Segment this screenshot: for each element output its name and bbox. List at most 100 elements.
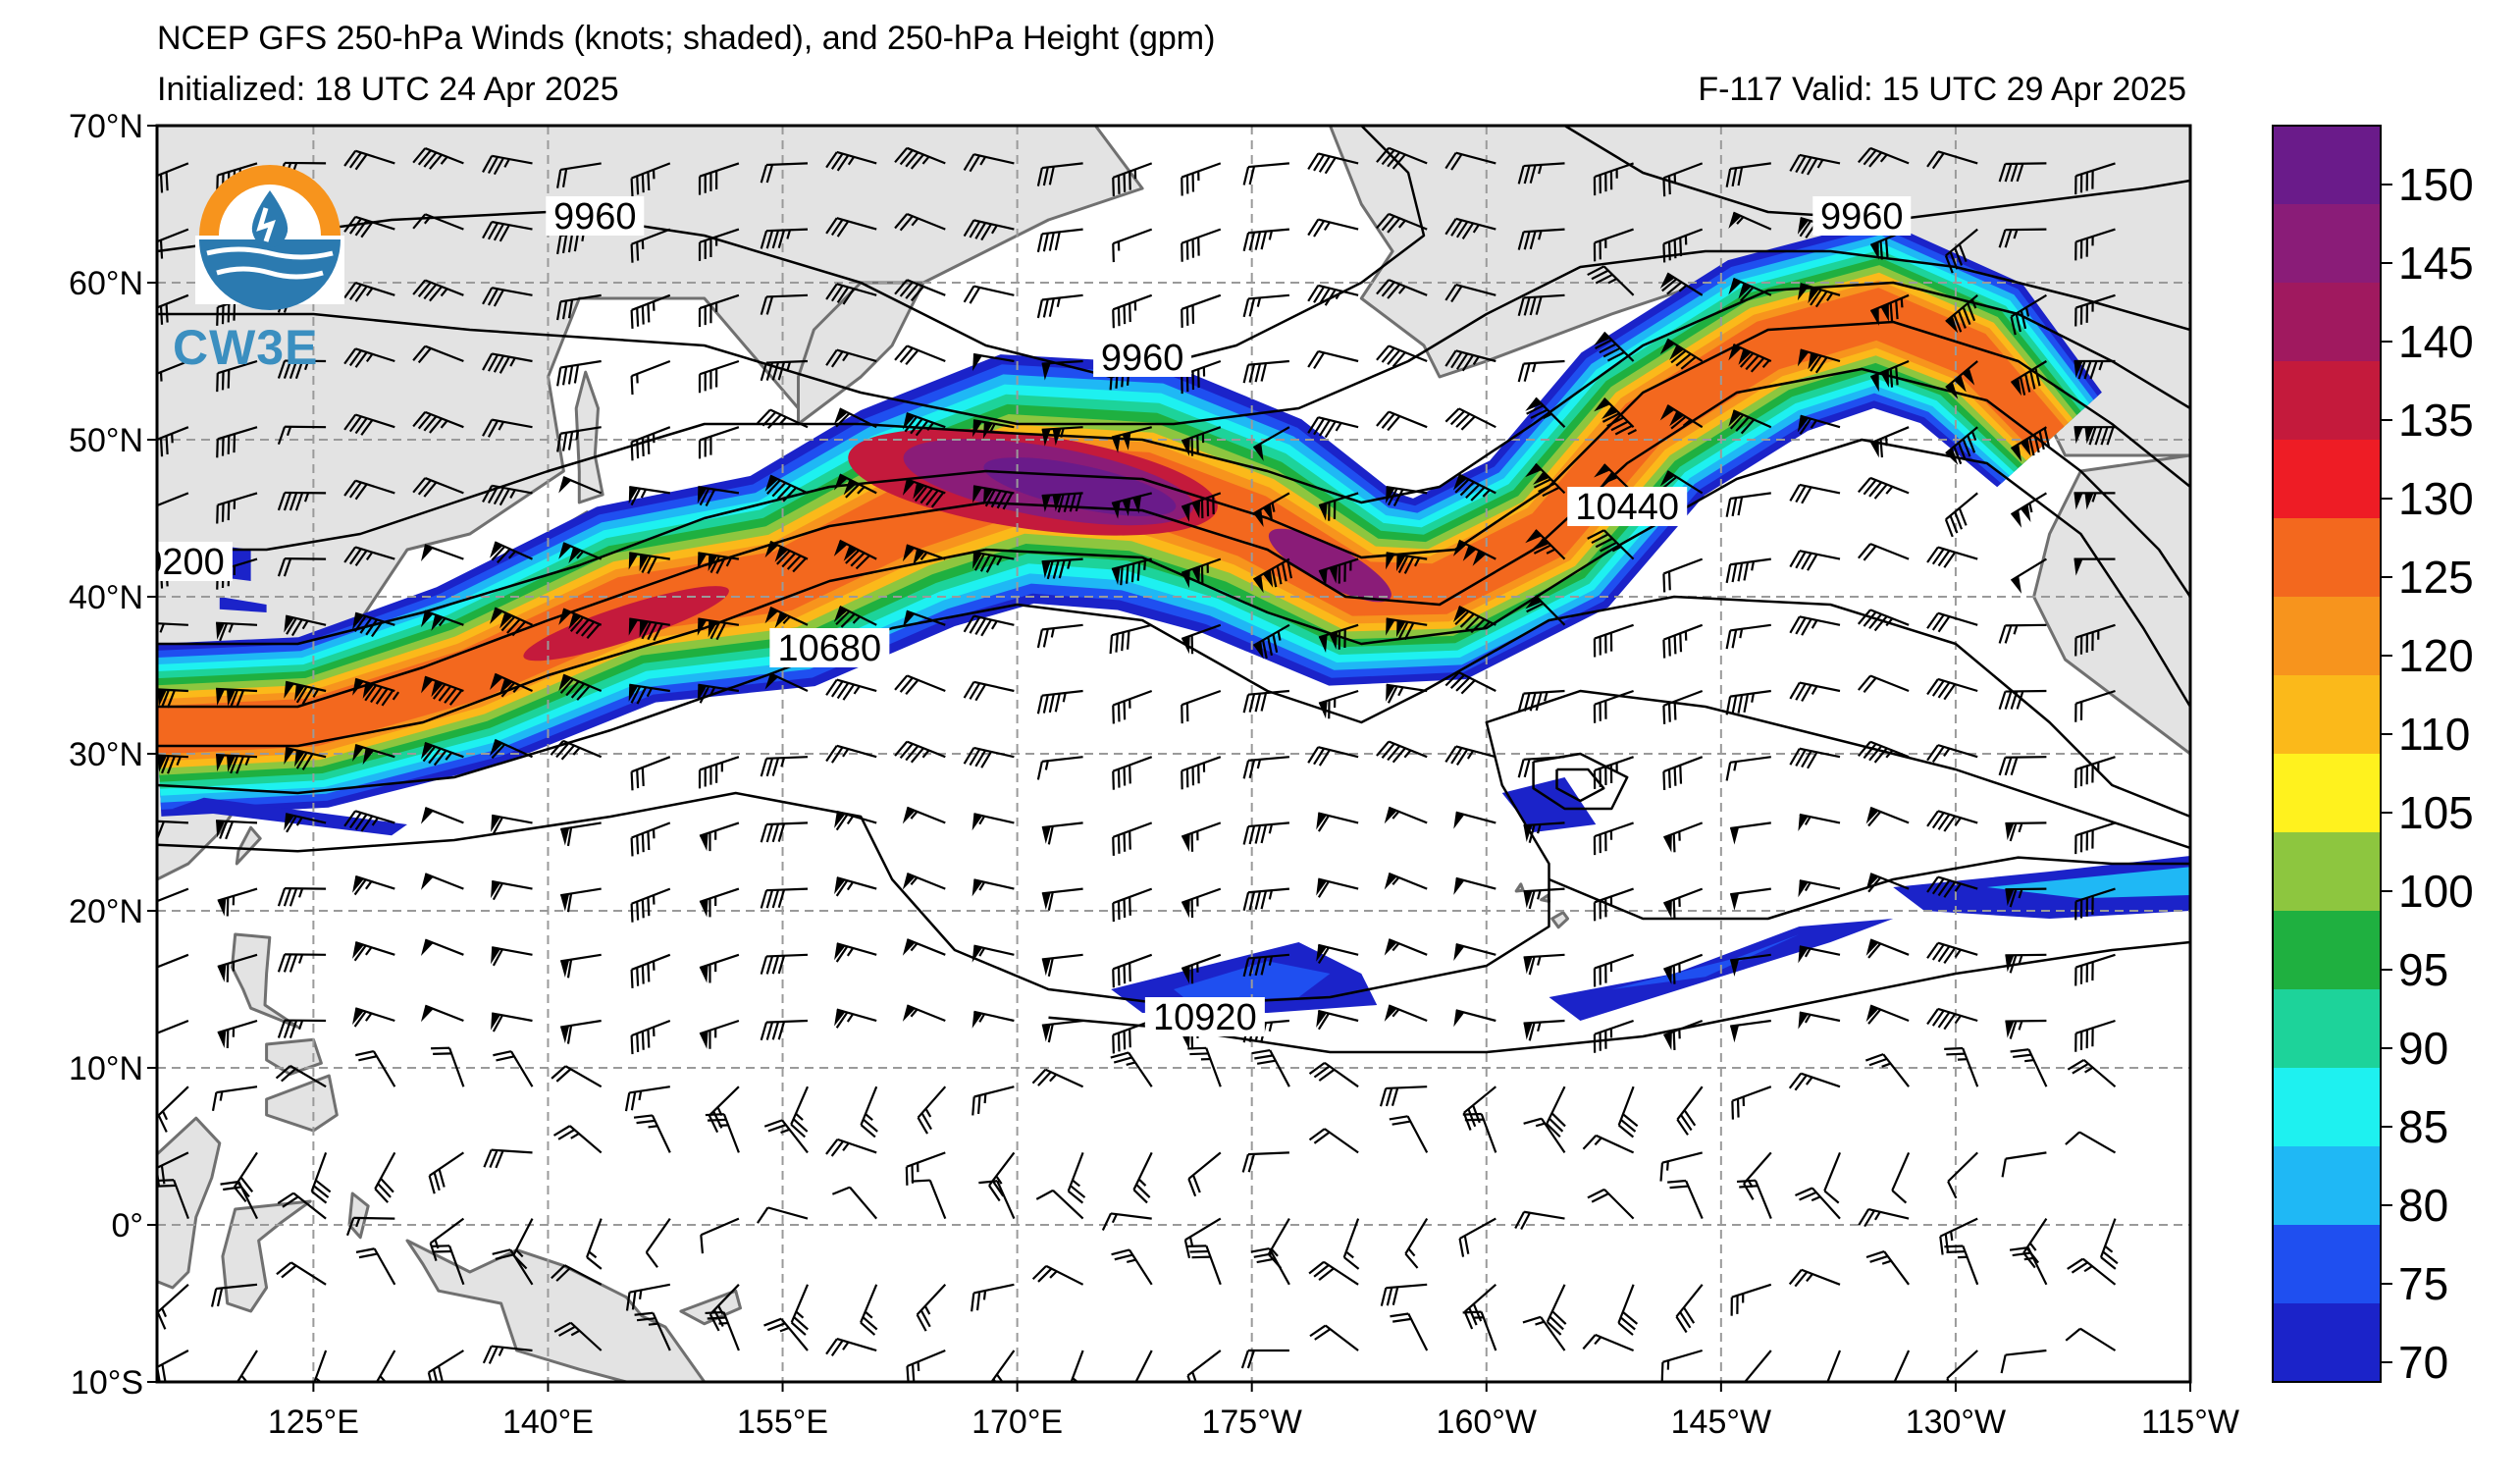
contour-label-bg — [1144, 997, 1265, 1036]
wind-barb — [1667, 1179, 1704, 1220]
wind-barb — [512, 1218, 534, 1270]
wind-barb — [1869, 426, 1910, 458]
colorbar-label: 135 — [2398, 395, 2474, 446]
wind-barb — [482, 418, 533, 438]
wind-barb — [1730, 1283, 1772, 1316]
lon-label: 130°W — [1906, 1404, 2006, 1441]
contour-10200 — [157, 281, 2190, 552]
wind-barb — [2001, 1151, 2047, 1178]
wind-barb — [1252, 426, 1290, 461]
wind-barb — [1252, 492, 1290, 528]
wind-barb — [1730, 887, 1771, 911]
wind-barb — [1342, 1218, 1360, 1270]
wind-barb — [1041, 1019, 1083, 1043]
wind-barb — [963, 746, 1015, 768]
wind-barb — [630, 756, 671, 791]
wind-barb — [825, 678, 877, 701]
wind-barb — [1132, 1151, 1153, 1204]
wind-barb — [760, 1019, 809, 1041]
wind-barb — [157, 887, 189, 920]
wind-barb — [1823, 1151, 1842, 1204]
wind-barb — [1728, 344, 1772, 373]
wind-barb — [764, 540, 809, 573]
wind-barb — [284, 813, 327, 833]
wind-barb — [1662, 162, 1704, 197]
wind-barb — [760, 359, 809, 382]
wind-barb — [1036, 689, 1083, 715]
wind-barb — [556, 426, 602, 452]
wind-barb — [1523, 1019, 1565, 1041]
wind-barb — [1523, 887, 1565, 910]
wind-barb — [352, 941, 395, 962]
wind-barb — [1453, 876, 1496, 895]
wind-barb — [551, 1065, 603, 1088]
wind-barb — [215, 621, 258, 642]
wind-barb — [157, 687, 188, 709]
wind-barb — [1041, 821, 1083, 845]
wind-barb — [1858, 543, 1910, 561]
wind-barb — [1730, 821, 1771, 845]
wind-barb — [1181, 887, 1222, 919]
wind-barb — [630, 953, 671, 988]
sulawesi-land — [221, 1199, 312, 1313]
wind-barb — [1376, 344, 1428, 368]
wind-barb — [2074, 492, 2116, 510]
wind-barb — [1112, 756, 1153, 790]
wind-barb — [2074, 887, 2116, 921]
wind-barb — [699, 1019, 740, 1049]
wind-barb — [1858, 674, 1910, 693]
wind-barb — [1789, 550, 1841, 571]
wind-barb — [2074, 689, 2116, 722]
wind-barb — [217, 953, 258, 982]
contour-10560 — [157, 438, 2190, 748]
wind-barb — [1725, 689, 1771, 715]
wind-barb — [1031, 1068, 1084, 1088]
wind-barb — [1181, 821, 1222, 852]
wind-barb — [1307, 416, 1359, 439]
contour-10680 — [157, 595, 2190, 819]
wind-barb — [157, 426, 189, 459]
wind-barb — [760, 162, 809, 184]
wind-barb — [1593, 756, 1634, 789]
wind-barb — [1593, 689, 1634, 723]
wind-barb — [1514, 1210, 1565, 1231]
wind-barb — [1926, 744, 1978, 764]
wind-barb — [1944, 1046, 1979, 1087]
wind-barb — [491, 1012, 533, 1033]
contour-label-9960: 9960 — [1820, 196, 1904, 238]
wind-barb — [1662, 756, 1704, 791]
wind-barb — [1730, 1019, 1771, 1043]
wind-barb — [1181, 293, 1222, 328]
wind-barb — [1112, 293, 1153, 329]
wind-barb — [763, 1317, 809, 1351]
height-contours — [157, 126, 2190, 1054]
wind-barb — [916, 1284, 947, 1332]
wind-barb — [215, 753, 258, 774]
wind-barb — [1798, 1011, 1841, 1030]
wind-barb — [963, 614, 1015, 637]
wind-barb — [2010, 557, 2047, 594]
wind-barb — [1865, 1250, 1910, 1286]
wind-barb — [284, 680, 327, 705]
wind-barb — [2074, 293, 2116, 327]
colorbar-label: 75 — [2398, 1258, 2448, 1309]
lat-label: 50°N — [69, 422, 143, 459]
wind-barbs — [157, 146, 2119, 1382]
wind-barb — [1041, 359, 1083, 381]
wind-barb — [1183, 1217, 1222, 1259]
wind-barb — [1730, 953, 1771, 978]
colorbar-segment — [2273, 989, 2381, 1069]
wind-barb — [1663, 821, 1704, 853]
wind-barb — [833, 407, 877, 429]
wind-barb — [1444, 349, 1496, 372]
wind-barb — [902, 806, 946, 824]
wind-barb — [764, 607, 809, 628]
wind-barb — [428, 1151, 465, 1194]
wind-barb — [310, 1350, 332, 1382]
colorbar-segment — [2273, 675, 2381, 755]
wind-barb — [343, 413, 395, 436]
wind-barb — [833, 539, 877, 570]
wind-barb — [1728, 211, 1772, 231]
wind-barb — [624, 1086, 670, 1112]
wind-barb — [1376, 410, 1428, 432]
